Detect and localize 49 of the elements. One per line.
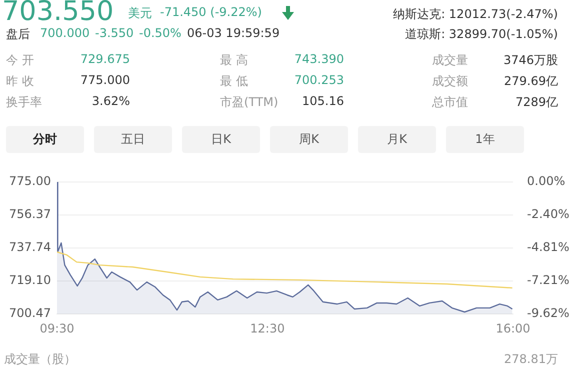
- text: -0.50%: [139, 26, 182, 40]
- text: 周K: [270, 126, 348, 153]
- x-tick-label: 12:30: [250, 321, 285, 336]
- y2-tick-label: -9.62%: [527, 306, 570, 320]
- y-tick-label: 737.74: [9, 240, 51, 254]
- text: 最 低: [220, 73, 248, 90]
- text: 279.69亿: [504, 73, 558, 90]
- text: 纳斯达克: 12012.73(-2.47%): [393, 6, 558, 23]
- text: 3746万股: [503, 52, 558, 69]
- text: 7289亿: [515, 94, 558, 111]
- text: 盘后: [6, 26, 30, 43]
- text: 美元: [128, 5, 152, 22]
- text: -71.450 (-9.22%): [160, 5, 262, 19]
- text: 市盈(TTM): [220, 94, 278, 111]
- text: 今 开: [6, 52, 34, 69]
- text: 1年: [446, 126, 524, 153]
- text: 成交额: [432, 73, 468, 90]
- text: -3.550: [95, 26, 134, 40]
- y-tick-label: 719.10: [9, 273, 51, 288]
- text: 06-03 19:59:59: [187, 26, 280, 40]
- text: 743.390: [294, 52, 344, 66]
- text: 成交量（股）: [4, 351, 76, 368]
- text: 729.675: [80, 52, 130, 66]
- text: 日K: [182, 126, 260, 153]
- x-tick-label: 09:30: [40, 321, 74, 336]
- text: 昨 收: [6, 73, 34, 90]
- text: 分时: [6, 126, 84, 153]
- y2-tick-label: -7.21%: [527, 273, 570, 288]
- y2-tick-label: -4.81%: [527, 240, 570, 254]
- text: 道琼斯: 32899.70(-1.05%): [405, 26, 558, 43]
- text: 月K: [358, 126, 436, 153]
- text: 700.000: [40, 26, 90, 40]
- text: 700.253: [294, 73, 344, 87]
- text: 换手率: [6, 94, 42, 111]
- text: 成交量: [432, 52, 468, 69]
- x-tick-label: 16:00: [496, 321, 530, 336]
- y2-tick-label: -2.40%: [527, 207, 570, 222]
- y-tick-label: 700.47: [9, 306, 51, 320]
- text: 775.000: [80, 73, 130, 87]
- text: 3.62%: [92, 94, 130, 108]
- text: 五日: [94, 126, 172, 153]
- y-tick-label: 775.00: [9, 174, 51, 188]
- y-tick-label: 756.37: [9, 207, 51, 222]
- text: 总市值: [432, 94, 468, 111]
- text: 278.81万: [504, 351, 558, 368]
- text: 105.16: [302, 94, 344, 108]
- text: 最 高: [220, 52, 248, 69]
- text: 703.550: [2, 0, 114, 27]
- y2-tick-label: 0.00%: [527, 174, 566, 188]
